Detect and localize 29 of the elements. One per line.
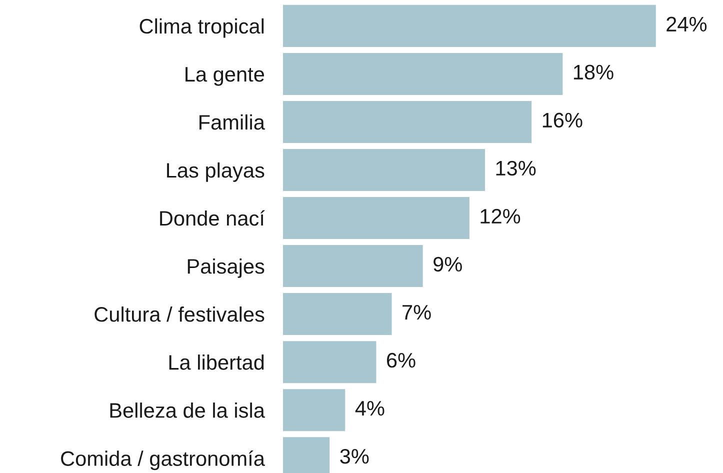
data-label: 18% (574, 64, 614, 80)
bar (283, 148, 485, 191)
bar (283, 4, 656, 47)
bar (283, 293, 392, 336)
bar (283, 389, 346, 432)
data-label: 3% (340, 448, 369, 464)
data-label: 7% (402, 304, 431, 320)
data-label: 13% (496, 160, 536, 176)
y-tick-label: La gente (186, 67, 264, 86)
y-tick-label: Clima tropical (140, 18, 264, 38)
y-tick-label: Las playas (167, 162, 264, 182)
y-tick-label: Donde nací (160, 210, 265, 226)
y-tick-label: Comida / gastronomía (61, 450, 265, 470)
data-label: 12% (480, 208, 520, 224)
bar (283, 245, 423, 288)
y-tick-label: Cultura / festivales (94, 306, 264, 322)
y-tick-label: Familia (200, 114, 265, 130)
bar (283, 100, 532, 143)
data-label: 9% (434, 256, 462, 272)
data-label: 24% (666, 16, 707, 32)
bar (283, 341, 376, 384)
data-label: 4% (355, 401, 384, 416)
y-tick-label: Belleza de la isla (110, 402, 265, 418)
y-tick-label: Paisajes (188, 258, 264, 278)
data-label: 16% (542, 112, 582, 128)
bar (283, 52, 563, 95)
data-label: 6% (387, 352, 416, 368)
y-tick-label: La libertad (169, 354, 264, 370)
bar (283, 197, 470, 240)
